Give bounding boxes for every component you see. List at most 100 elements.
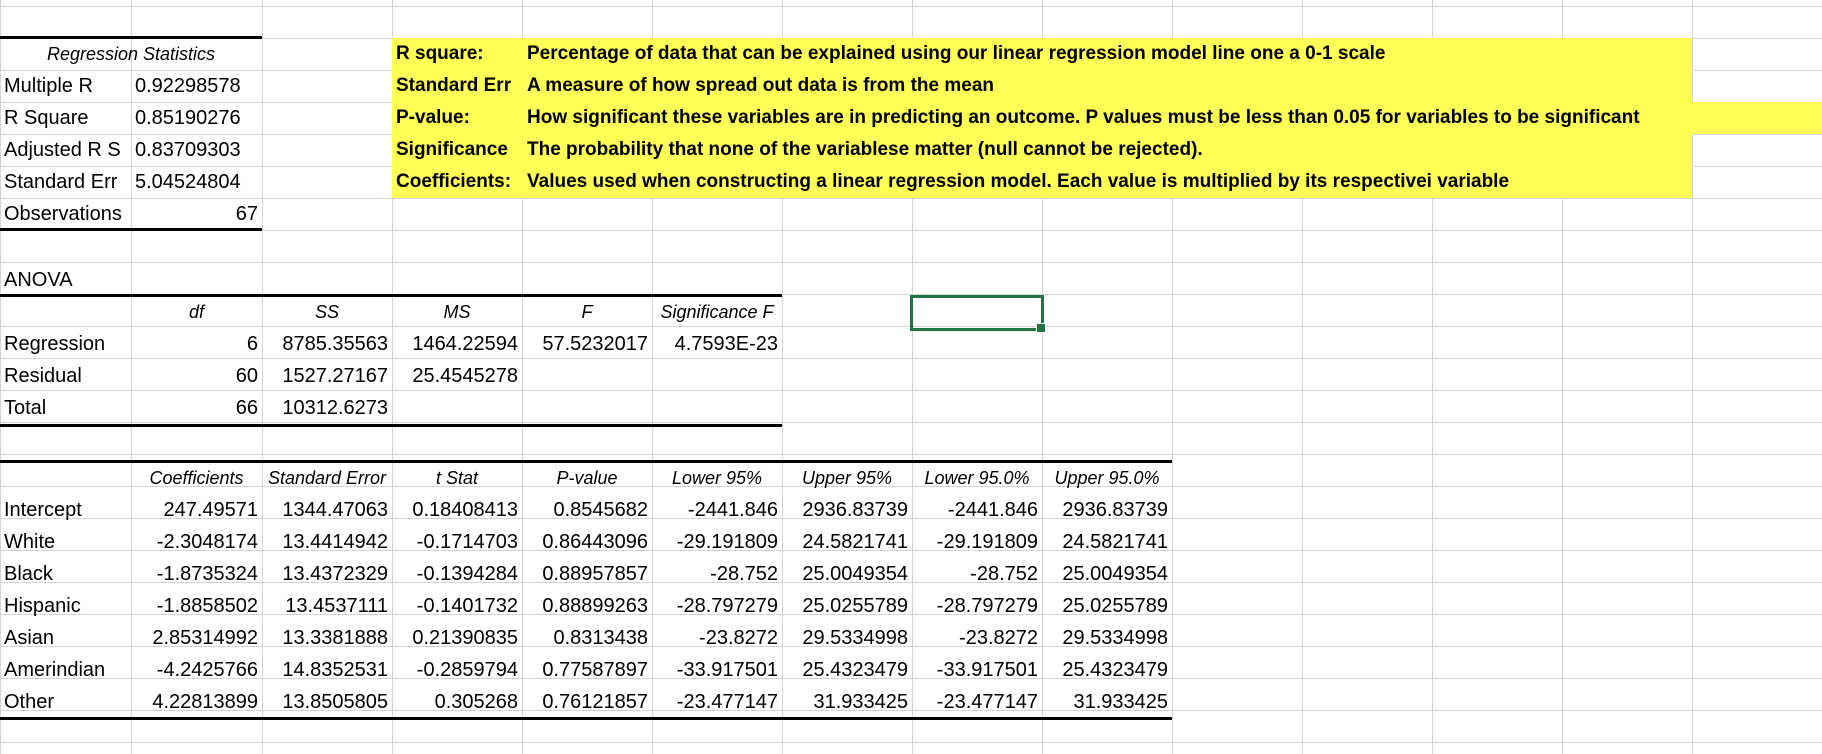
coef-cell[interactable]: 0.8313438	[553, 627, 648, 649]
coef-cell[interactable]: -33.917501	[676, 659, 778, 681]
stat-value[interactable]: 5.04524804	[135, 171, 241, 193]
stat-label[interactable]: Adjusted R S	[4, 139, 121, 161]
anova-cell[interactable]: 25.4545278	[412, 365, 518, 387]
note-term[interactable]: Coefficients:	[396, 171, 512, 192]
coef-cell[interactable]: 0.76121857	[542, 691, 648, 713]
coef-cell[interactable]: 29.5334998	[802, 627, 908, 649]
coef-cell[interactable]: 13.8505805	[282, 691, 388, 713]
selected-cell[interactable]	[910, 295, 1046, 333]
anova-header[interactable]: Significance F	[660, 302, 774, 322]
regression-statistics-title[interactable]: Regression Statistics	[46, 44, 216, 64]
anova-row-label[interactable]: Residual	[4, 365, 82, 387]
note-text[interactable]: A measure of how spread out data is from…	[527, 75, 995, 96]
coef-cell[interactable]: 14.8352531	[282, 659, 388, 681]
stat-value[interactable]: 0.85190276	[135, 107, 241, 129]
coef-cell[interactable]: 25.0049354	[802, 563, 908, 585]
coef-cell[interactable]: -0.1714703	[416, 531, 518, 553]
coef-cell[interactable]: -23.477147	[936, 691, 1038, 713]
stat-value[interactable]: 67	[235, 203, 258, 225]
coef-cell[interactable]: 0.77587897	[542, 659, 648, 681]
coef-cell[interactable]: -2441.846	[687, 499, 778, 521]
coef-cell[interactable]: 25.0049354	[1062, 563, 1168, 585]
note-term[interactable]: R square:	[396, 43, 484, 64]
coef-cell[interactable]: 25.0255789	[802, 595, 908, 617]
anova-cell[interactable]: 1464.22594	[412, 333, 518, 355]
anova-cell[interactable]: 10312.6273	[282, 397, 388, 419]
note-term[interactable]: Significance	[396, 139, 508, 160]
anova-row-label[interactable]: Regression	[4, 333, 106, 355]
stat-value[interactable]: 0.83709303	[135, 139, 241, 161]
coef-cell[interactable]: -29.191809	[676, 531, 778, 553]
coef-cell[interactable]: 24.5821741	[1062, 531, 1168, 553]
coef-header[interactable]: Lower 95.0%	[924, 468, 1030, 488]
anova-title[interactable]: ANOVA	[4, 269, 73, 291]
anova-header[interactable]: df	[188, 302, 204, 322]
coef-cell[interactable]: 0.18408413	[412, 499, 518, 521]
coef-cell[interactable]: 0.88899263	[542, 595, 648, 617]
coef-cell[interactable]: -2441.846	[947, 499, 1038, 521]
anova-cell[interactable]: 8785.35563	[282, 333, 388, 355]
coef-cell[interactable]: 31.933425	[1073, 691, 1168, 713]
coef-cell[interactable]: 2936.83739	[1062, 499, 1168, 521]
stat-label[interactable]: Standard Err	[4, 171, 118, 193]
coef-cell[interactable]: -28.797279	[676, 595, 778, 617]
coef-header[interactable]: Upper 95%	[801, 468, 893, 488]
note-text[interactable]: Percentage of data that can be explained…	[527, 43, 1386, 64]
coef-cell[interactable]: 31.933425	[813, 691, 908, 713]
coef-cell[interactable]: -0.1401732	[416, 595, 518, 617]
stat-label[interactable]: Multiple R	[4, 75, 93, 97]
anova-header[interactable]: SS	[314, 302, 339, 322]
coef-row-label[interactable]: Other	[4, 691, 55, 713]
coef-row-label[interactable]: Asian	[4, 627, 55, 649]
stat-label[interactable]: Observations	[4, 203, 122, 225]
note-term[interactable]: P-value:	[396, 107, 470, 128]
coef-cell[interactable]: -23.8272	[699, 627, 778, 649]
coef-cell[interactable]: 0.8545682	[553, 499, 648, 521]
coef-cell[interactable]: 24.5821741	[802, 531, 908, 553]
coef-cell[interactable]: 4.22813899	[152, 691, 258, 713]
coef-cell[interactable]: 0.305268	[434, 691, 518, 713]
anova-header[interactable]: F	[581, 302, 593, 322]
coef-header[interactable]: Coefficients	[149, 468, 244, 488]
coef-cell[interactable]: -28.752	[970, 563, 1038, 585]
coef-cell[interactable]: 13.4372329	[282, 563, 388, 585]
coef-cell[interactable]: 29.5334998	[1062, 627, 1168, 649]
coef-row-label[interactable]: Hispanic	[4, 595, 81, 617]
coef-cell[interactable]: 0.21390835	[412, 627, 518, 649]
coef-cell[interactable]: -0.1394284	[416, 563, 518, 585]
fill-handle[interactable]	[1036, 323, 1046, 333]
anova-cell[interactable]: 4.7593E-23	[674, 333, 778, 355]
anova-header[interactable]: MS	[443, 302, 471, 322]
coef-cell[interactable]: -1.8735324	[156, 563, 258, 585]
coef-cell[interactable]: 247.49571	[163, 499, 258, 521]
coef-cell[interactable]: 2.85314992	[152, 627, 258, 649]
coef-cell[interactable]: -29.191809	[936, 531, 1038, 553]
coef-cell[interactable]: -0.2859794	[416, 659, 518, 681]
coef-cell[interactable]: -23.477147	[676, 691, 778, 713]
coef-cell[interactable]: 2936.83739	[802, 499, 908, 521]
note-text[interactable]: Values used when constructing a linear r…	[527, 171, 1510, 192]
coef-header[interactable]: P-value	[556, 468, 618, 488]
coef-header[interactable]: Lower 95%	[671, 468, 763, 488]
anova-cell[interactable]: 6	[246, 333, 258, 355]
coef-cell[interactable]: -28.797279	[936, 595, 1038, 617]
anova-cell[interactable]: 60	[235, 365, 258, 387]
coef-row-label[interactable]: Black	[4, 563, 53, 585]
coef-cell[interactable]: 25.4323479	[802, 659, 908, 681]
coef-cell[interactable]: -4.2425766	[156, 659, 258, 681]
coef-row-label[interactable]: White	[4, 531, 56, 553]
coef-cell[interactable]: -23.8272	[959, 627, 1038, 649]
note-text[interactable]: The probability that none of the variabl…	[527, 139, 1203, 160]
coef-cell[interactable]: 13.4414942	[282, 531, 388, 553]
coef-cell[interactable]: 13.3381888	[282, 627, 388, 649]
note-text[interactable]: How significant these variables are in p…	[527, 107, 1640, 128]
coef-header[interactable]: Standard Error	[267, 468, 387, 488]
coef-row-label[interactable]: Amerindian	[4, 659, 106, 681]
coef-cell[interactable]: 25.4323479	[1062, 659, 1168, 681]
coef-cell[interactable]: 25.0255789	[1062, 595, 1168, 617]
anova-row-label[interactable]: Total	[4, 397, 47, 419]
note-term[interactable]: Standard Err	[396, 75, 512, 96]
coef-cell[interactable]: -28.752	[710, 563, 778, 585]
coef-cell[interactable]: 0.86443096	[542, 531, 648, 553]
